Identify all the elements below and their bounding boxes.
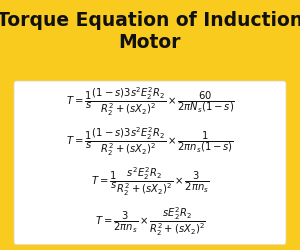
Text: $T = \dfrac{1}{s}\dfrac{(1-s)3s^2E_2^2R_2}{R_2^2+(sX_2)^2}\times\dfrac{60}{2\pi : $T = \dfrac{1}{s}\dfrac{(1-s)3s^2E_2^2R_…: [65, 85, 235, 117]
Text: Motor: Motor: [119, 32, 181, 52]
Text: $T = \dfrac{3}{2\pi n_s}\times\dfrac{sE_2^2R_2}{R_2^2+(sX_2)^2}$: $T = \dfrac{3}{2\pi n_s}\times\dfrac{sE_…: [94, 205, 206, 238]
Text: $T = \dfrac{1}{s}\dfrac{(1-s)3s^2E_2^2R_2}{R_2^2+(sX_2)^2}\times\dfrac{1}{2\pi n: $T = \dfrac{1}{s}\dfrac{(1-s)3s^2E_2^2R_…: [66, 125, 234, 158]
FancyBboxPatch shape: [14, 82, 286, 244]
Text: $T = \dfrac{1}{s}\dfrac{s^2E_2^2R_2}{R_2^2+(sX_2)^2}\times\dfrac{3}{2\pi n_s}$: $T = \dfrac{1}{s}\dfrac{s^2E_2^2R_2}{R_2…: [91, 165, 209, 198]
Text: Torque Equation of Induction: Torque Equation of Induction: [0, 11, 300, 30]
